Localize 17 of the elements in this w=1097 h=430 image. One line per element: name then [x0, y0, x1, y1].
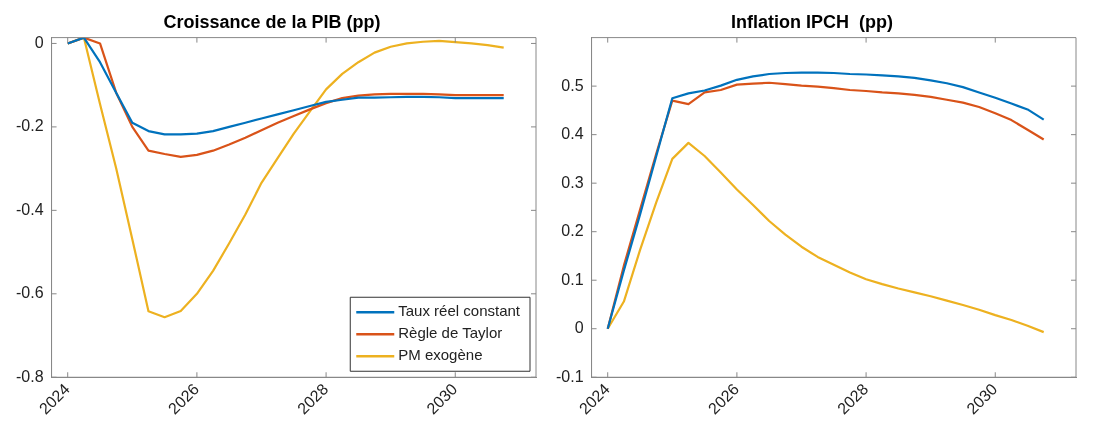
y-tick-label: 0.5: [561, 76, 584, 94]
y-tick-label: 0.3: [561, 173, 584, 191]
y-tick-label: 0.2: [561, 222, 584, 240]
y-tick-label: -0.4: [15, 200, 44, 218]
y-tick-label: -0.6: [15, 284, 44, 302]
chart-title: Inflation IPCH (pp): [731, 11, 893, 32]
y-tick-label: 0: [574, 319, 584, 337]
y-tick-label: -0.2: [15, 117, 44, 135]
chart-title: Croissance de la PIB (pp): [163, 11, 381, 32]
y-tick-label: 0.4: [561, 125, 584, 143]
y-tick-label: 0: [34, 33, 44, 51]
legend-label: Taux réel constant: [398, 302, 521, 320]
y-tick-label: -0.1: [555, 367, 584, 385]
legend-label: Règle de Taylor: [398, 324, 503, 342]
y-tick-label: 0.1: [561, 270, 584, 288]
legend-label: PM exogène: [398, 346, 483, 364]
y-tick-label: -0.8: [15, 367, 44, 385]
